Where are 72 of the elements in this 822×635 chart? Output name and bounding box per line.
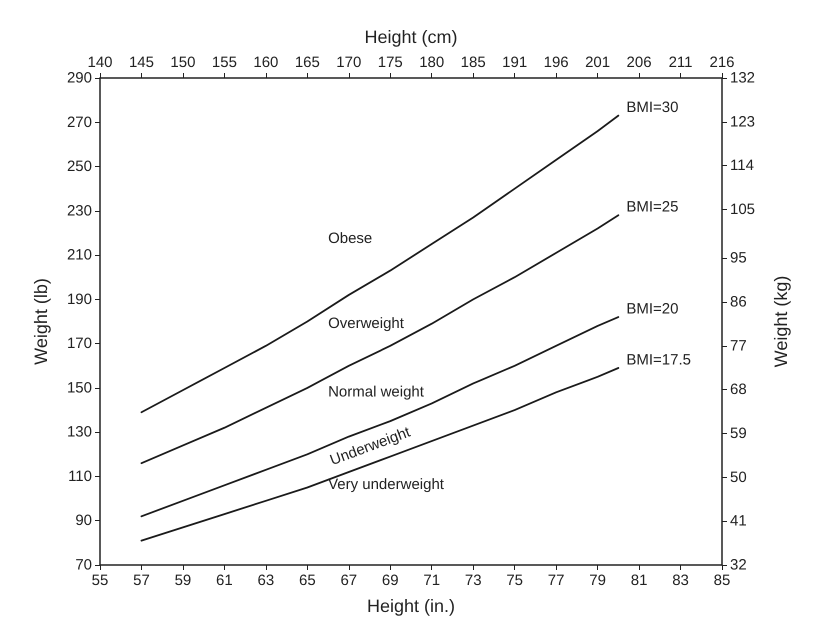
x-tick-label: 65	[298, 572, 316, 589]
x-tick-label: 55	[92, 572, 108, 589]
y2-tick-label: 105	[730, 200, 756, 218]
y2-tick-label: 95	[730, 250, 747, 267]
x2-tick-label: 165	[294, 54, 320, 71]
line-series	[140, 114, 620, 414]
x-tick-label: 61	[216, 572, 233, 589]
line-series	[140, 214, 620, 464]
x2-tick-label: 150	[170, 54, 196, 71]
y2-tick-label: 86	[730, 294, 747, 311]
x2-tick-label: 211	[668, 54, 692, 71]
x-tick-label: 57	[133, 572, 150, 589]
y-tick-label: 270	[66, 114, 92, 131]
x-tick-label: 67	[340, 572, 358, 589]
y-tick-label: 130	[66, 424, 92, 441]
x2-tick-label: 160	[253, 54, 278, 71]
annotation: Normal weight	[328, 383, 425, 400]
y-tick-label: 70	[75, 556, 92, 574]
y2-tick-label: 50	[730, 468, 747, 486]
y-axis-title: Weight (lb)	[31, 278, 51, 365]
x2-tick-label: 170	[336, 54, 362, 71]
x-tick-label: 73	[464, 572, 482, 589]
y2-tick-label: 114	[730, 157, 754, 174]
x-tick-label: 63	[258, 572, 274, 589]
line-series	[140, 367, 620, 542]
y-tick-label: 150	[66, 379, 92, 396]
x2-tick-label: 191	[502, 54, 528, 71]
series-label: BMI=17.5	[626, 351, 691, 368]
line-series	[140, 316, 620, 518]
series-label: BMI=30	[626, 99, 678, 116]
y2-tick-label: 132	[730, 70, 756, 86]
y2-tick-label: 123	[730, 113, 756, 130]
x-tick-label: 81	[630, 572, 648, 589]
x2-tick-label: 185	[460, 54, 486, 71]
annotation: Obese	[328, 230, 372, 247]
y-tick-label: 90	[75, 512, 92, 530]
x2-tick-label: 175	[378, 54, 403, 71]
x2-tick-label: 155	[212, 54, 237, 71]
x2-tick-label: 140	[87, 54, 113, 71]
x-tick-label: 83	[672, 572, 689, 589]
x2-tick-label: 206	[626, 54, 652, 71]
x-axis-title: Height (in.)	[366, 596, 456, 616]
x2-tick-label: 196	[544, 54, 569, 71]
x2-tick-label: 201	[585, 54, 610, 71]
y-tick-label: 290	[66, 70, 92, 86]
x-tick-label: 85	[714, 572, 730, 589]
y2-tick-label: 32	[730, 556, 747, 574]
x-tick-label: 69	[382, 572, 399, 589]
x2-tick-label: 145	[128, 54, 154, 71]
y2-tick-label: 41	[730, 512, 747, 530]
x-tick-label: 77	[548, 572, 564, 589]
y-tick-label: 230	[66, 202, 92, 220]
x-tick-label: 59	[174, 572, 192, 589]
x2-tick-label: 216	[709, 54, 735, 71]
y-tick-label: 190	[66, 290, 92, 308]
x-tick-label: 71	[423, 572, 440, 589]
y-tick-label: 250	[66, 158, 92, 176]
annotation: Overweight	[328, 314, 405, 332]
annotation: Very underweight	[328, 476, 445, 493]
x-tick-label: 79	[589, 572, 606, 589]
series-label: BMI=25	[626, 198, 678, 216]
y2-tick-label: 77	[730, 337, 747, 354]
y-tick-label: 210	[66, 246, 92, 264]
y-tick-label: 110	[68, 468, 92, 485]
x2-axis-title: Height (cm)	[364, 27, 458, 47]
x-tick-label: 75	[506, 572, 524, 589]
y2-tick-label: 59	[730, 425, 747, 442]
y-tick-label: 170	[66, 335, 92, 352]
x2-tick-label: 180	[419, 54, 444, 71]
y2-tick-label: 68	[730, 381, 747, 398]
y2-axis-title: Weight (kg)	[771, 276, 791, 368]
series-label: BMI=20	[626, 300, 678, 318]
